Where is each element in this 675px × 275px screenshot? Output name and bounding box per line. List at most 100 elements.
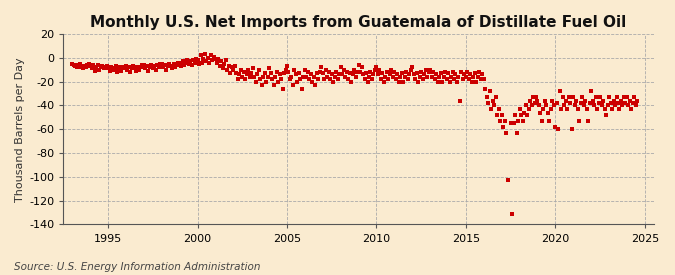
Point xyxy=(450,72,461,77)
Point xyxy=(107,67,118,72)
Point xyxy=(185,59,196,64)
Point xyxy=(174,60,185,65)
Point xyxy=(402,77,413,81)
Point xyxy=(169,65,180,70)
Point xyxy=(250,79,261,84)
Point xyxy=(365,70,376,74)
Point xyxy=(528,95,539,99)
Point xyxy=(444,79,455,84)
Point xyxy=(176,64,186,68)
Point xyxy=(533,103,544,108)
Point xyxy=(319,77,329,81)
Point xyxy=(204,60,215,65)
Point xyxy=(477,72,488,77)
Point xyxy=(308,75,319,79)
Point xyxy=(143,69,154,73)
Point xyxy=(209,54,219,59)
Point xyxy=(560,98,571,103)
Point xyxy=(496,113,507,117)
Point xyxy=(144,65,155,70)
Point xyxy=(90,65,101,70)
Point xyxy=(103,66,113,71)
Point xyxy=(223,64,234,68)
Point xyxy=(286,75,297,79)
Point xyxy=(492,113,503,117)
Point xyxy=(628,101,639,105)
Point xyxy=(623,103,634,108)
Point xyxy=(502,178,513,183)
Point xyxy=(441,77,452,81)
Point xyxy=(153,65,164,70)
Point xyxy=(237,75,248,79)
Point xyxy=(234,72,244,77)
Point xyxy=(554,89,565,93)
Point xyxy=(83,62,94,66)
Point xyxy=(459,72,470,77)
Point xyxy=(618,95,629,99)
Point xyxy=(500,119,510,123)
Point xyxy=(269,75,280,79)
Point xyxy=(215,64,225,68)
Point xyxy=(570,103,580,108)
Point xyxy=(418,72,429,77)
Point xyxy=(431,72,441,77)
Point xyxy=(73,63,84,67)
Point xyxy=(329,75,340,79)
Point xyxy=(586,89,597,93)
Point xyxy=(423,70,434,74)
Point xyxy=(253,67,264,72)
Point xyxy=(466,79,477,84)
Point xyxy=(590,95,601,99)
Point xyxy=(325,77,335,81)
Point xyxy=(529,101,540,105)
Point xyxy=(417,77,428,81)
Point xyxy=(425,67,435,72)
Point xyxy=(161,67,171,72)
Point xyxy=(481,95,492,99)
Point xyxy=(281,64,292,68)
Point xyxy=(350,75,361,79)
Point xyxy=(164,62,175,66)
Point xyxy=(535,110,546,115)
Point xyxy=(140,66,151,71)
Point xyxy=(131,69,142,73)
Point xyxy=(416,70,427,74)
Point xyxy=(76,65,86,70)
Point xyxy=(273,79,284,84)
Point xyxy=(400,75,410,79)
Point xyxy=(375,77,386,81)
Point xyxy=(230,64,240,68)
Point xyxy=(603,95,614,99)
Point xyxy=(247,66,258,71)
Point xyxy=(614,107,625,111)
Point xyxy=(596,103,607,108)
Point xyxy=(171,63,182,67)
Point xyxy=(213,57,224,61)
Point xyxy=(317,71,328,75)
Point xyxy=(547,98,558,103)
Point xyxy=(398,79,408,84)
Point xyxy=(435,71,446,75)
Point xyxy=(432,79,443,84)
Point xyxy=(611,95,622,99)
Point xyxy=(159,63,170,67)
Point xyxy=(470,71,481,75)
Point xyxy=(322,75,333,79)
Point xyxy=(243,67,254,72)
Point xyxy=(188,58,198,62)
Point xyxy=(394,79,404,84)
Point xyxy=(206,53,217,57)
Point xyxy=(313,77,324,81)
Point xyxy=(343,77,354,81)
Point xyxy=(151,67,161,72)
Point xyxy=(128,64,139,68)
Point xyxy=(259,71,270,75)
Point xyxy=(566,127,577,131)
Point xyxy=(553,127,564,131)
Point xyxy=(85,64,96,68)
Point xyxy=(89,69,100,73)
Point xyxy=(126,66,137,71)
Point xyxy=(602,103,613,108)
Point xyxy=(620,101,631,105)
Point xyxy=(296,87,307,91)
